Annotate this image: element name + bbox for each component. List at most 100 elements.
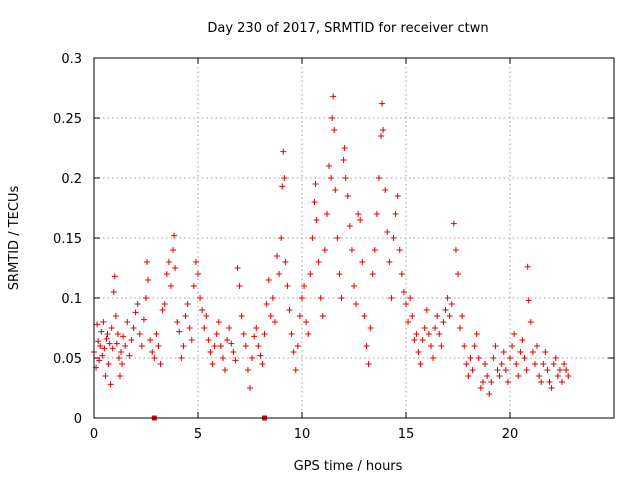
data-points <box>91 93 572 421</box>
y-axis-title: SRMTID / TECUs <box>7 186 22 291</box>
data-point <box>392 211 399 217</box>
data-point <box>145 277 152 283</box>
data-point <box>197 295 204 301</box>
data-point <box>136 331 143 337</box>
data-point <box>296 313 303 319</box>
data-point <box>534 343 541 349</box>
data-point <box>332 187 339 193</box>
data-point <box>446 313 453 319</box>
data-point <box>301 283 308 289</box>
data-point <box>517 349 524 355</box>
data-point <box>348 247 355 253</box>
data-point <box>519 337 526 343</box>
data-point <box>546 379 553 385</box>
data-point <box>286 307 293 313</box>
data-point <box>379 100 386 107</box>
data-point <box>292 367 299 373</box>
data-point <box>195 271 201 277</box>
data-point <box>479 379 486 385</box>
data-point <box>313 217 320 223</box>
data-point <box>531 361 538 367</box>
data-point <box>267 313 274 319</box>
data-point <box>394 193 401 199</box>
data-point <box>111 273 118 280</box>
data-point <box>415 349 422 355</box>
data-point <box>305 331 312 337</box>
data-point <box>182 313 189 319</box>
data-point <box>342 175 349 181</box>
data-point <box>151 355 158 361</box>
data-point <box>109 345 116 352</box>
data-point <box>94 321 101 328</box>
x-tick-label: 15 <box>398 427 415 442</box>
data-point <box>373 211 380 217</box>
data-point <box>165 259 172 265</box>
data-point <box>450 220 457 227</box>
data-point <box>436 331 443 337</box>
data-point <box>496 373 503 379</box>
data-point <box>184 301 191 307</box>
data-point <box>413 331 420 337</box>
data-point <box>105 361 112 367</box>
data-point <box>203 313 210 319</box>
data-point <box>290 349 297 355</box>
data-point <box>488 379 495 385</box>
data-point <box>161 301 168 307</box>
data-point <box>492 343 499 349</box>
data-point <box>378 133 385 139</box>
data-point <box>303 319 310 325</box>
data-point <box>261 331 268 337</box>
data-point <box>423 307 430 313</box>
data-point <box>238 313 245 319</box>
data-point <box>232 357 239 364</box>
data-point <box>328 175 335 181</box>
x-tick-label: 10 <box>294 427 311 442</box>
data-point <box>525 297 532 304</box>
data-point <box>475 355 482 361</box>
data-point <box>201 325 208 331</box>
data-point <box>118 349 125 355</box>
data-point <box>106 340 113 347</box>
data-point <box>319 313 326 319</box>
data-point <box>465 373 472 379</box>
tick-labels: 0 5 10 15 20 0 0.05 0.1 0.15 0.2 0.25 0.3 <box>53 52 518 442</box>
data-point <box>315 259 322 265</box>
data-point <box>128 337 135 343</box>
data-point <box>209 361 216 367</box>
data-point <box>417 361 424 367</box>
data-point <box>542 349 549 355</box>
data-point <box>276 271 283 277</box>
data-point <box>403 301 409 307</box>
data-point <box>124 319 131 325</box>
data-point <box>511 331 518 337</box>
data-point <box>207 349 214 355</box>
data-point <box>100 319 107 325</box>
data-point <box>244 367 251 373</box>
data-point <box>115 355 122 361</box>
data-point <box>486 391 493 397</box>
data-point <box>363 343 370 349</box>
data-point <box>199 307 206 313</box>
data-point <box>559 379 565 385</box>
x-tick-label: 5 <box>194 427 202 442</box>
data-point <box>455 271 461 277</box>
data-point <box>317 295 324 301</box>
data-point <box>326 163 333 169</box>
data-point <box>367 325 374 331</box>
data-point <box>138 343 145 349</box>
data-point <box>565 373 572 379</box>
data-point <box>255 343 262 349</box>
data-point <box>524 263 531 270</box>
data-point <box>427 343 434 349</box>
data-point <box>384 229 391 235</box>
data-point <box>323 211 330 217</box>
data-point <box>228 340 235 347</box>
data-point <box>536 373 543 379</box>
data-point <box>251 333 258 340</box>
data-point <box>398 271 405 277</box>
data-point <box>388 295 395 301</box>
data-point <box>134 301 141 307</box>
data-point <box>442 307 449 313</box>
data-point <box>438 343 445 349</box>
